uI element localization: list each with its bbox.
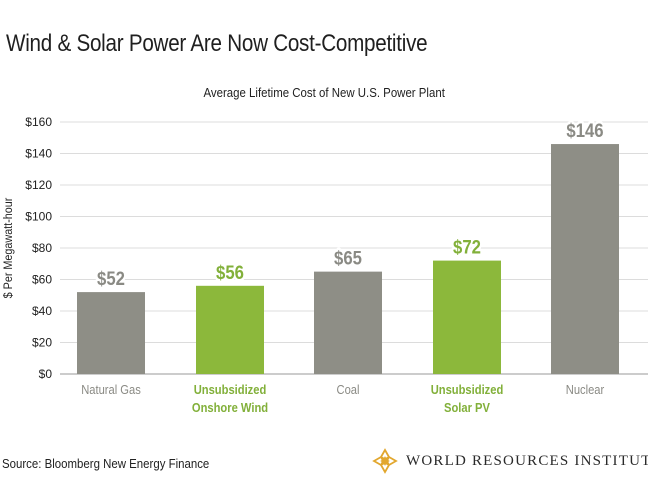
bar — [77, 292, 145, 374]
y-tick-label: $60 — [32, 273, 52, 287]
category-label: Unsubsidized Onshore Wind — [192, 382, 268, 415]
chart-title: Average Lifetime Cost of New U.S. Power … — [0, 85, 648, 100]
category-label: Unsubsidized Solar PV — [431, 382, 504, 415]
bars — [77, 144, 619, 374]
category-label: Nuclear — [566, 382, 604, 397]
category-labels: Natural Gas Unsubsidized Onshore Wind Coal U… — [81, 382, 604, 415]
wri-star-logo-icon — [372, 448, 398, 474]
y-tick-label: $100 — [25, 210, 52, 224]
chart-headline: Wind & Solar Power Are Now Cost-Competit… — [6, 30, 428, 57]
value-label: $65 — [334, 248, 362, 269]
y-axis-label: $ Per Megawatt-hour — [3, 197, 16, 298]
y-tick-label: $0 — [39, 367, 53, 381]
y-axis-tick-labels: $0 $20 $40 $60 $80 $100 $120 $140 $160 — [25, 115, 52, 381]
bar — [433, 260, 501, 374]
bar — [314, 271, 382, 374]
y-tick-label: $120 — [25, 178, 52, 192]
bar-chart: $0 $20 $40 $60 $80 $100 $120 $140 $160 $ Per Meg… — [3, 115, 648, 415]
value-label: $146 — [566, 120, 603, 141]
value-labels: $52 $56 $65 $72 $146 — [95, 118, 606, 292]
category-label: Coal — [337, 382, 360, 397]
y-tick-label: $160 — [25, 115, 52, 129]
brand-name: WORLD RESOURCES INSTITUTE — [406, 452, 648, 469]
y-tick-label: $40 — [32, 304, 52, 318]
value-label: $56 — [216, 262, 244, 283]
value-label: $72 — [453, 237, 481, 258]
category-label: Natural Gas — [81, 382, 141, 397]
y-tick-label: $20 — [32, 336, 52, 350]
bar — [196, 285, 264, 374]
y-tick-label: $140 — [25, 147, 52, 161]
value-label: $52 — [97, 268, 125, 289]
source-note: Source: Bloomberg New Energy Finance — [2, 456, 210, 471]
wri-logo: WORLD RESOURCES INSTITUTE — [372, 448, 648, 474]
bar — [551, 144, 619, 374]
y-tick-label: $80 — [32, 241, 52, 255]
chart-title-text: Average Lifetime Cost of New U.S. Power … — [203, 85, 445, 100]
